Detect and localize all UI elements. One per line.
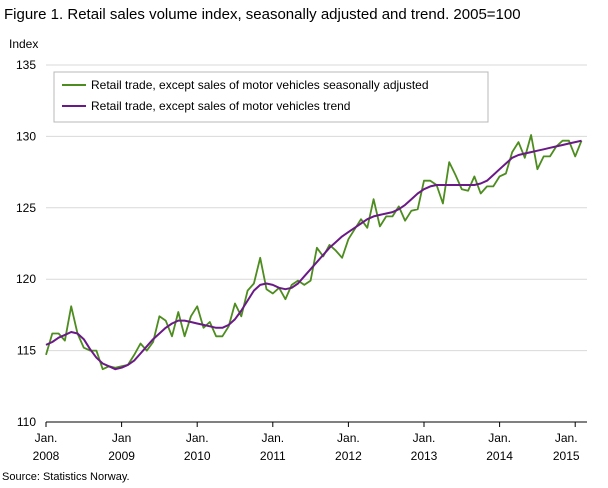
y-tick-label: 135 <box>16 58 36 72</box>
legend: Retail trade, except sales of motor vehi… <box>53 71 489 123</box>
x-tick-label: Jan. <box>488 431 511 445</box>
y-axis-ticks: 110 115 120 125 130 135 <box>16 58 36 429</box>
y-tick-label: 110 <box>17 415 36 429</box>
source-note: Source: Statistics Norway. <box>2 471 130 483</box>
x-tick-label: Jan. <box>413 431 436 445</box>
y-tick-label: 120 <box>16 272 36 286</box>
x-tick-label: 2011 <box>260 449 286 463</box>
seasonally-adjusted-line <box>45 134 583 371</box>
x-tick-label: Jan <box>112 431 131 445</box>
legend-box <box>53 71 489 123</box>
legend-item-seasonally-adjusted: Retail trade, except sales of motor vehi… <box>91 78 429 92</box>
x-tick-label: Jan. <box>555 431 578 445</box>
x-axis: Jan. 2008 Jan 2009 Jan. 2010 Jan. 2011 Jan. 2012 J… <box>33 422 580 463</box>
x-tick-label: Jan. <box>261 431 284 445</box>
gridlines <box>46 64 587 423</box>
x-tick-label: 2008 <box>33 449 60 463</box>
y-tick-label: 130 <box>16 129 36 143</box>
trend-line <box>45 139 582 371</box>
x-tick-label: Jan. <box>186 431 209 445</box>
x-tick-label: 2010 <box>184 449 211 463</box>
y-tick-label: 115 <box>17 344 36 358</box>
x-tick-label: Jan. <box>337 431 360 445</box>
x-tick-label: Jan. <box>35 431 58 445</box>
x-tick-label: 2009 <box>108 449 135 463</box>
data-series <box>45 134 583 371</box>
x-tick-label: 2012 <box>335 449 362 463</box>
x-tick-label: 2014 <box>486 449 513 463</box>
legend-item-trend: Retail trade, except sales of motor vehi… <box>91 99 350 113</box>
x-tick-label: 2013 <box>411 449 438 463</box>
y-axis-title: Index <box>9 37 38 51</box>
y-tick-label: 125 <box>16 201 36 215</box>
x-tick-label: 2015 <box>553 449 580 463</box>
chart-title: Figure 1. Retail sales volume index, sea… <box>4 6 521 23</box>
